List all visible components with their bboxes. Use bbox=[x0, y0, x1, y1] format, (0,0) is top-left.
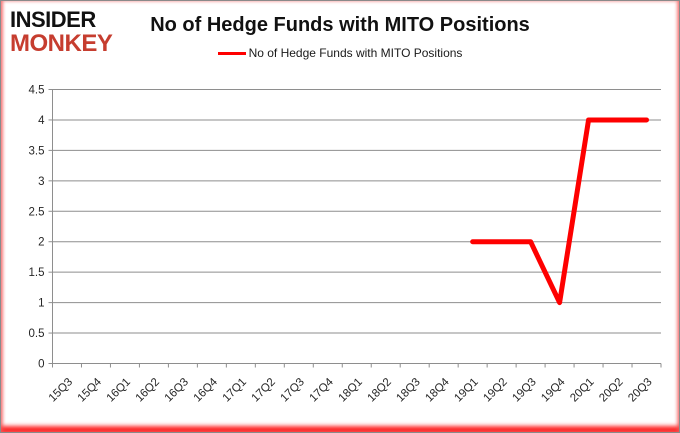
svg-text:19Q3: 19Q3 bbox=[510, 376, 538, 404]
svg-text:20Q1: 20Q1 bbox=[568, 376, 596, 404]
svg-text:3: 3 bbox=[38, 176, 44, 188]
axes bbox=[48, 89, 662, 368]
svg-text:2.5: 2.5 bbox=[29, 206, 45, 218]
legend-line-swatch bbox=[217, 51, 246, 55]
svg-text:17Q2: 17Q2 bbox=[250, 376, 278, 404]
svg-text:4.5: 4.5 bbox=[29, 85, 45, 97]
legend: No of Hedge Funds with MITO Positions bbox=[1, 46, 679, 60]
svg-text:15Q3: 15Q3 bbox=[47, 376, 75, 404]
svg-text:16Q1: 16Q1 bbox=[105, 376, 133, 404]
svg-text:0: 0 bbox=[38, 359, 44, 371]
logo-text-monkey: MONKEY bbox=[10, 30, 113, 57]
y-axis-labels: 0 0.5 1 1.5 2 2.5 3 3.5 4 4.5 bbox=[29, 85, 46, 371]
svg-text:4: 4 bbox=[38, 115, 45, 127]
svg-text:16Q3: 16Q3 bbox=[163, 376, 191, 404]
svg-text:15Q4: 15Q4 bbox=[76, 376, 105, 405]
svg-text:18Q1: 18Q1 bbox=[336, 376, 364, 404]
svg-text:1: 1 bbox=[38, 298, 44, 310]
title-block: No of Hedge Funds with MITO Positions No… bbox=[1, 14, 679, 60]
insider-monkey-logo: INSIDER MONKEY bbox=[10, 7, 113, 57]
svg-text:0.5: 0.5 bbox=[29, 328, 45, 340]
svg-text:17Q3: 17Q3 bbox=[279, 376, 307, 404]
svg-text:20Q3: 20Q3 bbox=[626, 376, 654, 404]
logo-text-insider: INSIDER bbox=[10, 7, 96, 32]
chart-title: No of Hedge Funds with MITO Positions bbox=[150, 14, 530, 36]
svg-text:2: 2 bbox=[38, 237, 44, 249]
series-line-mito bbox=[470, 117, 650, 306]
svg-text:17Q1: 17Q1 bbox=[221, 376, 249, 404]
svg-text:16Q2: 16Q2 bbox=[134, 376, 162, 404]
y-gridlines bbox=[48, 89, 661, 334]
svg-text:16Q4: 16Q4 bbox=[192, 376, 221, 405]
svg-text:19Q4: 19Q4 bbox=[539, 376, 568, 405]
svg-text:19Q1: 19Q1 bbox=[452, 376, 480, 404]
svg-text:18Q2: 18Q2 bbox=[365, 376, 393, 404]
svg-text:19Q2: 19Q2 bbox=[481, 376, 509, 404]
svg-text:18Q3: 18Q3 bbox=[394, 376, 422, 404]
svg-text:18Q4: 18Q4 bbox=[423, 376, 452, 405]
x-axis-labels: 15Q3 15Q4 16Q1 16Q2 16Q3 16Q4 17Q1 17Q2 17Q3 17Q4… bbox=[47, 376, 655, 405]
svg-text:3.5: 3.5 bbox=[29, 145, 45, 157]
svg-text:1.5: 1.5 bbox=[29, 267, 45, 279]
line-chart: 0 0.5 1 1.5 2 2.5 3 3.5 4 4.5 15Q3 15Q4 16Q1 16Q2 16Q3… bbox=[29, 85, 662, 405]
svg-text:17Q4: 17Q4 bbox=[308, 376, 337, 405]
svg-text:20Q2: 20Q2 bbox=[597, 376, 625, 404]
legend-label: No of Hedge Funds with MITO Positions bbox=[248, 46, 463, 60]
